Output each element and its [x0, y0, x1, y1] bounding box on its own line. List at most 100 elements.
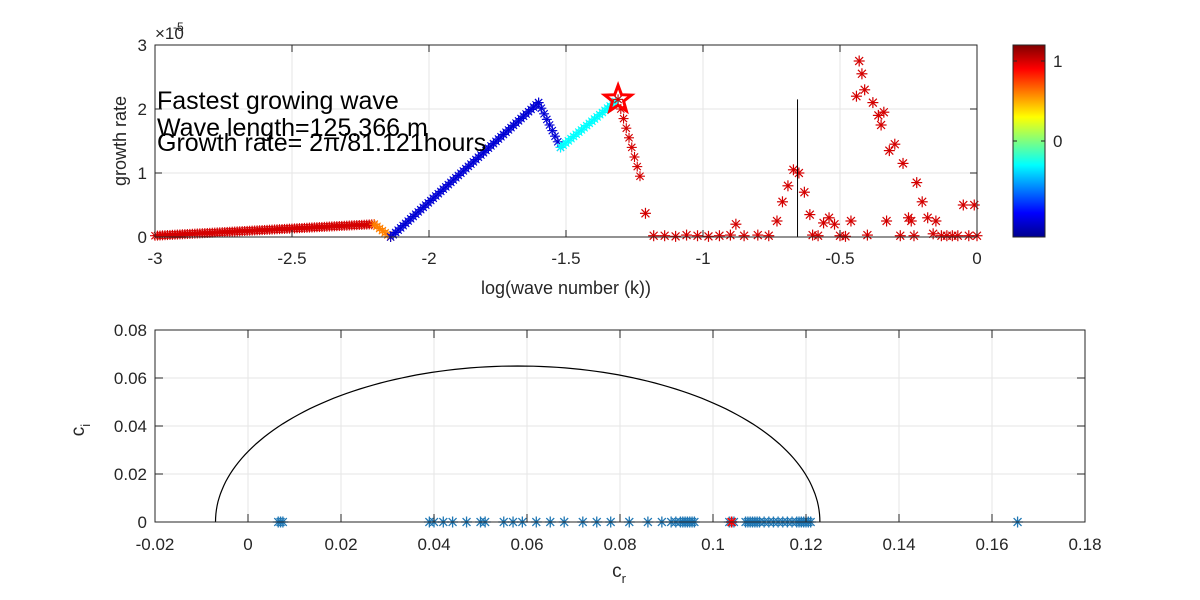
annotation-line-2: Wave length=125.366 m	[157, 114, 428, 142]
growth-rate-point	[724, 229, 736, 241]
growth-rate-point	[634, 171, 645, 182]
colorbar-gradient	[1012, 44, 1046, 238]
top-x-tick-label: -1.5	[551, 249, 580, 268]
growth-rate-point	[922, 212, 934, 224]
growth-rate-point	[624, 132, 635, 143]
growth-rate-point	[804, 209, 816, 221]
colorbar-tick-label: 1	[1053, 52, 1062, 71]
growth-rate-point	[632, 161, 643, 172]
top-y-tick-label: 2	[138, 100, 147, 119]
growth-rate-point	[639, 207, 651, 219]
growth-rate-point	[861, 229, 873, 241]
growth-rate-point	[878, 106, 890, 118]
top-x-tick-label: -2.5	[277, 249, 306, 268]
growth-rate-point	[670, 230, 682, 242]
growth-rate-point	[692, 230, 704, 242]
growth-rate-point	[613, 94, 624, 105]
growth-rate-point	[713, 230, 725, 242]
top-chart: Fastest growing wave Wave length=125.366…	[110, 20, 983, 298]
top-y-exponent-power: -5	[173, 20, 184, 34]
top-x-tick-label: -0.5	[825, 249, 854, 268]
bottom-x-label-main: c	[612, 561, 622, 582]
top-y-tick-label: 1	[138, 164, 147, 183]
bottom-x-tick-label: 0.1	[701, 535, 725, 554]
top-x-tick-label: 0	[972, 249, 981, 268]
growth-rate-point	[911, 177, 923, 189]
colorbar-tick-label: 0	[1053, 132, 1062, 151]
bottom-y-axis-label: ci	[68, 424, 93, 437]
annotation-line-1: Fastest growing wave	[157, 87, 399, 115]
bottom-ticks: -0.02 0 0.02 0.04 0.06 0.08 0.1 0.12 0.14 0.16 0.1…	[114, 321, 1102, 554]
top-x-tick-label: -3	[147, 249, 162, 268]
growth-rate-point	[648, 230, 660, 242]
bottom-chart: -0.02 0 0.02 0.04 0.06 0.08 0.1 0.12 0.14 0.16 0.1…	[68, 321, 1102, 586]
top-y-axis-label: growth rate	[110, 96, 130, 186]
bottom-y-tick-label: 0	[138, 513, 147, 532]
bottom-x-tick-label: 0.14	[882, 535, 915, 554]
growth-rate-point	[845, 215, 857, 227]
bottom-x-tick-label: 0.06	[510, 535, 543, 554]
growth-rate-point	[763, 230, 775, 242]
semicircle-bound	[214, 365, 821, 523]
top-annotation: Fastest growing wave Wave length=125.366…	[157, 87, 486, 157]
growth-rate-point	[916, 196, 928, 208]
top-x-tick-label: -2	[421, 249, 436, 268]
growth-rate-point	[850, 90, 862, 102]
bottom-x-tick-label: -0.02	[136, 535, 175, 554]
bottom-y-label-sub: i	[78, 424, 93, 427]
top-y-tick-label: 3	[138, 36, 147, 55]
colorbar: 10	[1012, 44, 1062, 238]
growth-rate-point	[952, 230, 964, 242]
growth-rate-point	[626, 142, 637, 153]
bottom-x-tick-label: 0.12	[789, 535, 822, 554]
growth-rate-point	[659, 230, 671, 242]
growth-rate-point	[867, 97, 879, 109]
growth-rate-point	[968, 199, 980, 211]
growth-rate-point	[957, 199, 969, 211]
growth-rate-point	[752, 229, 764, 241]
top-data	[150, 55, 983, 242]
growth-rate-point	[875, 119, 887, 131]
growth-rate-point	[839, 230, 851, 242]
bottom-y-tick-label: 0.02	[114, 465, 147, 484]
growth-rate-point	[552, 136, 563, 147]
growth-rate-point	[776, 196, 788, 208]
growth-rate-point	[798, 186, 810, 198]
growth-rate-point	[807, 229, 819, 241]
bottom-x-tick-label: 0.18	[1068, 535, 1101, 554]
growth-rate-point	[782, 180, 794, 192]
bottom-y-tick-label: 0.08	[114, 321, 147, 340]
growth-rate-point	[829, 218, 841, 230]
growth-rate-point	[629, 152, 640, 162]
growth-rate-point	[823, 212, 835, 224]
colorbar-ticks: 10	[1013, 52, 1062, 151]
growth-rate-point	[897, 157, 909, 169]
top-ticks: -3 -2.5 -2 -1.5 -1 -0.5 0 0 1 2 3	[138, 36, 982, 268]
growth-rate-point	[905, 215, 917, 227]
growth-rate-point	[621, 123, 632, 134]
bottom-y-label-main: c	[68, 427, 89, 437]
growth-rate-point	[536, 103, 547, 114]
growth-rate-point	[681, 229, 693, 241]
growth-rate-point	[853, 55, 865, 67]
growth-rate-point	[930, 215, 942, 227]
growth-rate-point	[883, 145, 895, 157]
bottom-x-tick-label: 0.08	[603, 535, 636, 554]
growth-rate-point	[856, 68, 868, 80]
growth-rate-point	[894, 230, 906, 242]
bottom-x-tick-label: 0.02	[324, 535, 357, 554]
growth-rate-point	[859, 84, 871, 96]
bottom-x-tick-label: 0	[243, 535, 252, 554]
top-y-exponent-base: ×10	[155, 24, 184, 43]
bottom-x-label-sub: r	[622, 571, 627, 586]
bottom-x-axis-label: cr	[612, 561, 627, 586]
bottom-x-tick-label: 0.16	[975, 535, 1008, 554]
growth-rate-point	[793, 167, 805, 179]
growth-rate-point	[771, 215, 783, 227]
fastest-growing-marker	[600, 81, 636, 115]
bottom-y-tick-label: 0.06	[114, 369, 147, 388]
top-y-tick-label: 0	[138, 228, 147, 247]
growth-rate-point	[738, 230, 750, 242]
top-x-tick-label: -1	[695, 249, 710, 268]
